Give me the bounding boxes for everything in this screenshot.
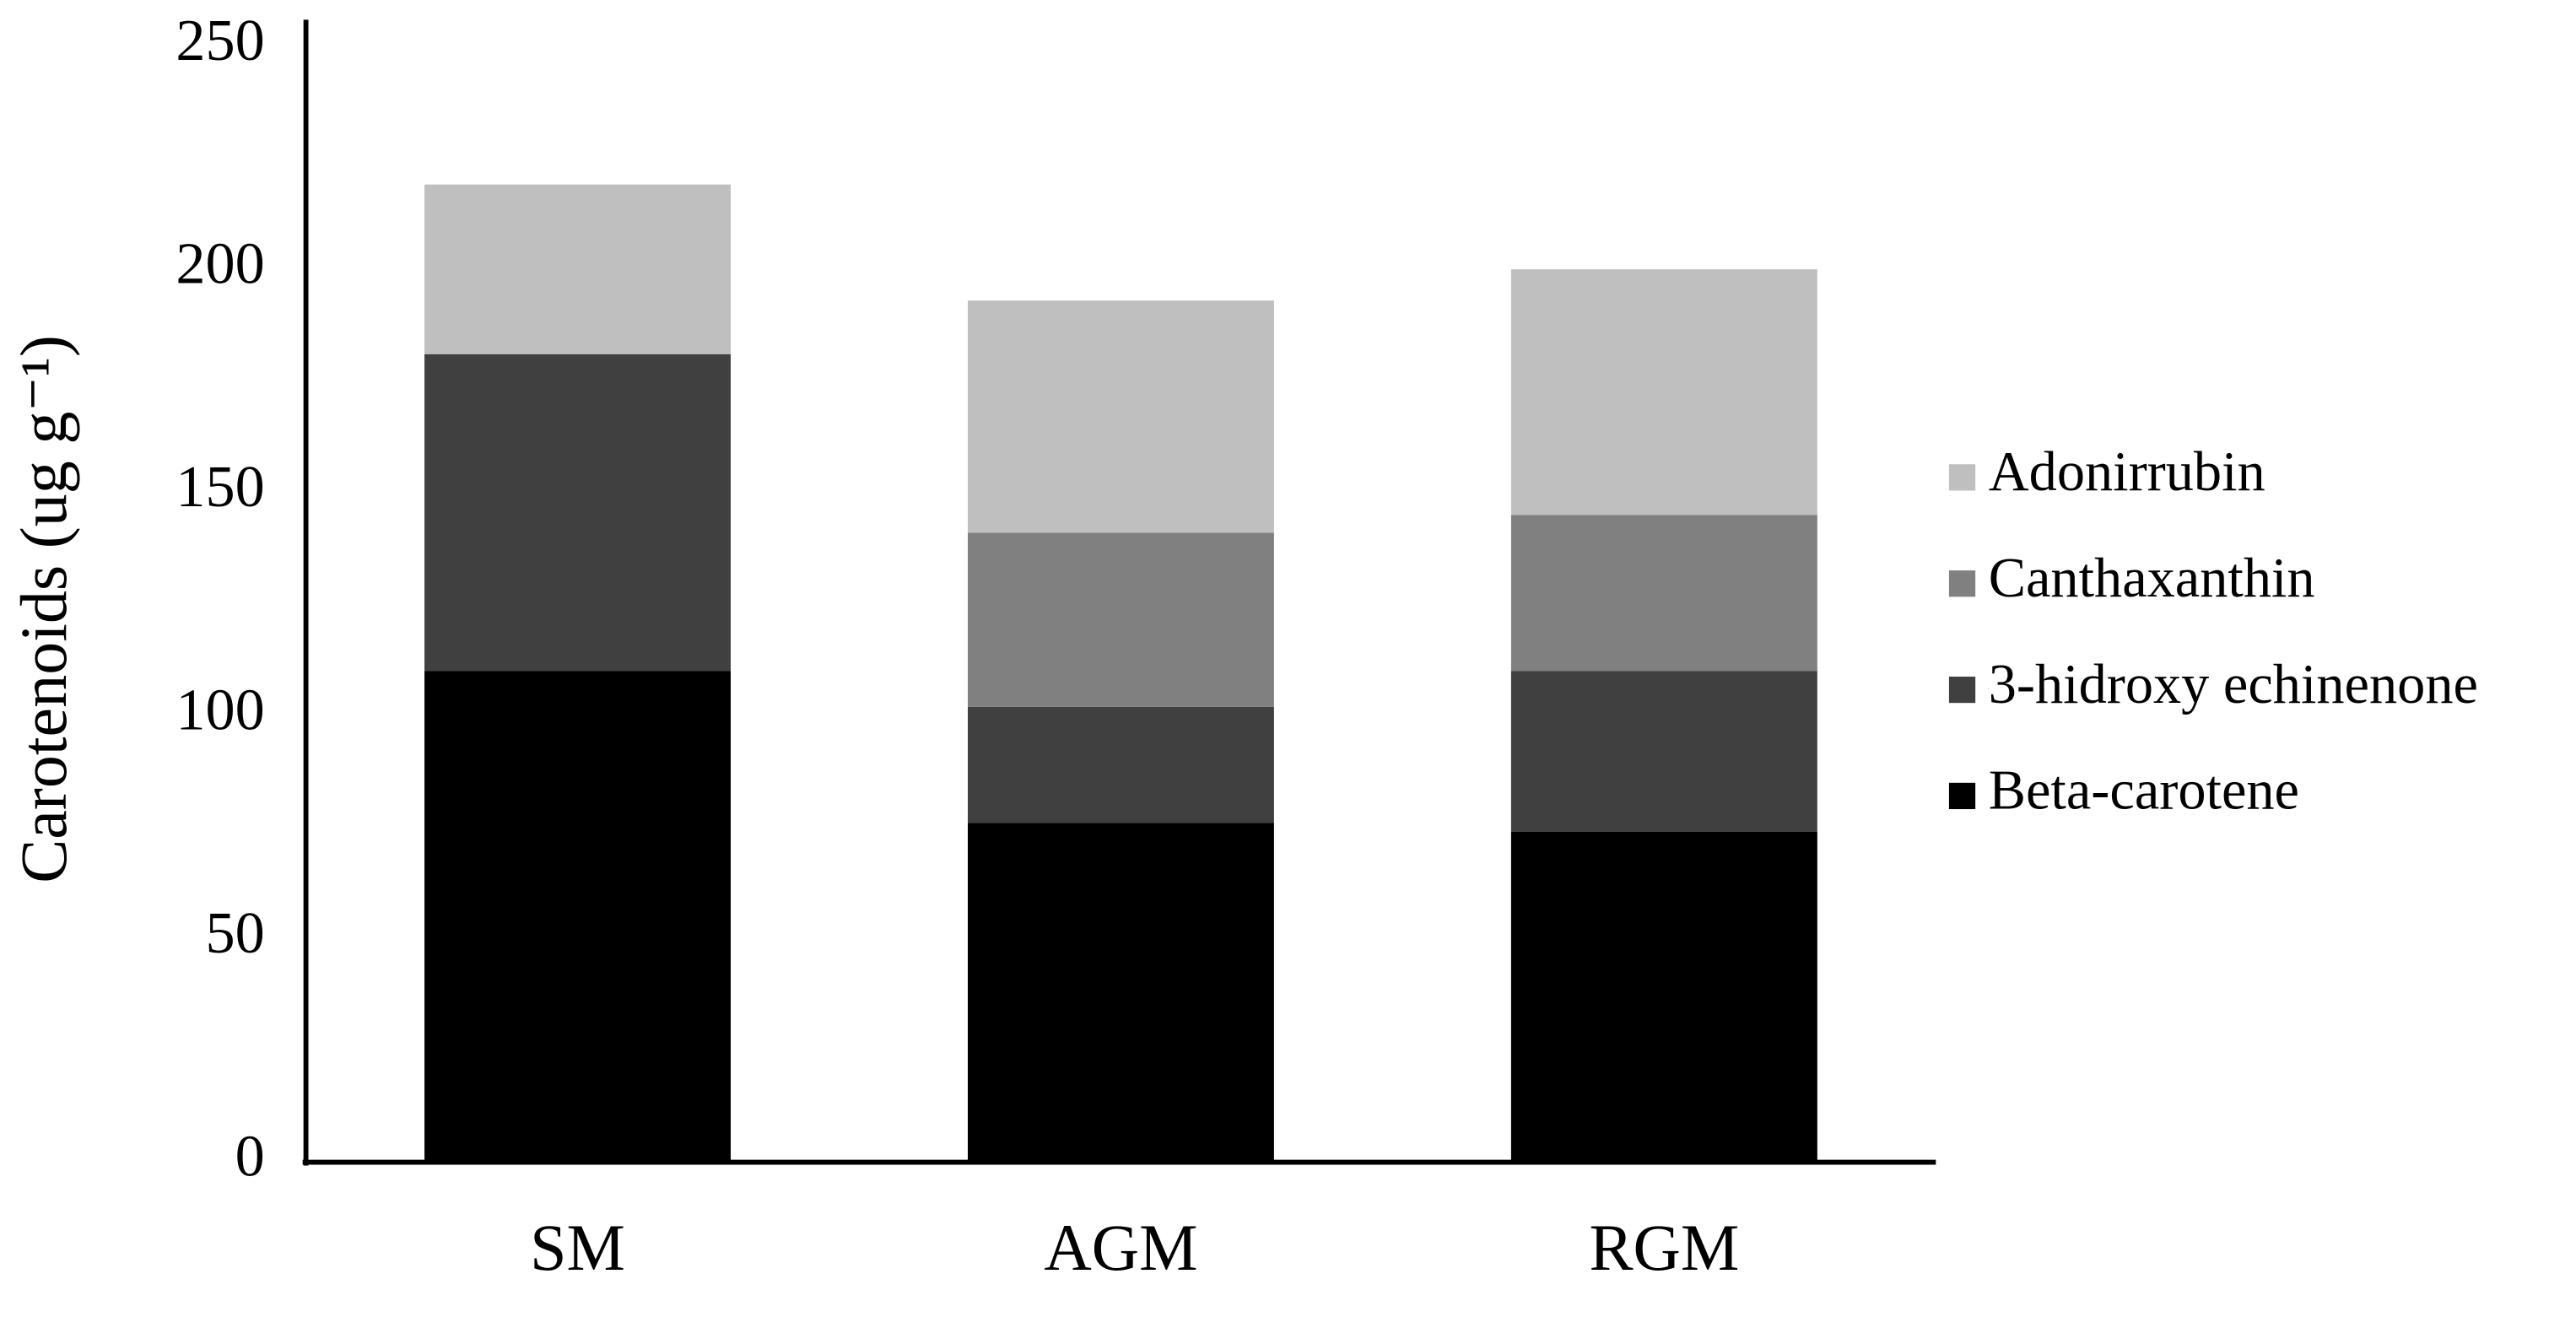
legend-label: 3-hidroxy echinenone <box>1989 654 2478 715</box>
y-tick-label: 200 <box>176 230 264 296</box>
legend-swatch <box>1948 676 1976 704</box>
bar-segment <box>1510 671 1817 832</box>
bar-segment <box>424 354 732 672</box>
bar-segment <box>967 823 1274 1163</box>
legend-label: Beta-carotene <box>1989 760 2299 822</box>
x-tick-label: SM <box>530 1211 625 1284</box>
y-tick-label: 50 <box>206 900 265 966</box>
bar-segment <box>967 706 1274 823</box>
y-tick-label: 100 <box>176 677 264 743</box>
legend-label: Adonirrubin <box>1989 441 2265 503</box>
y-tick-label: 250 <box>176 8 264 73</box>
y-axis-label: Carotenoids (ug g⁻¹) <box>7 335 80 883</box>
bar-segment <box>424 671 732 1163</box>
bar-segment <box>1510 269 1817 515</box>
legend-label: Canthaxanthin <box>1989 548 2315 609</box>
bar-segment <box>424 184 732 354</box>
legend-swatch <box>1948 782 1976 810</box>
legend-swatch <box>1948 464 1976 491</box>
bar-segment <box>1510 515 1817 672</box>
x-tick-label: AGM <box>1044 1211 1197 1284</box>
bar-segment <box>967 532 1274 707</box>
bar-segment <box>967 300 1274 533</box>
bar-segment <box>1510 831 1817 1163</box>
legend-swatch <box>1948 570 1976 597</box>
x-tick-label: RGM <box>1589 1211 1739 1284</box>
y-tick-label: 0 <box>235 1124 265 1190</box>
y-tick-label: 150 <box>176 454 264 520</box>
